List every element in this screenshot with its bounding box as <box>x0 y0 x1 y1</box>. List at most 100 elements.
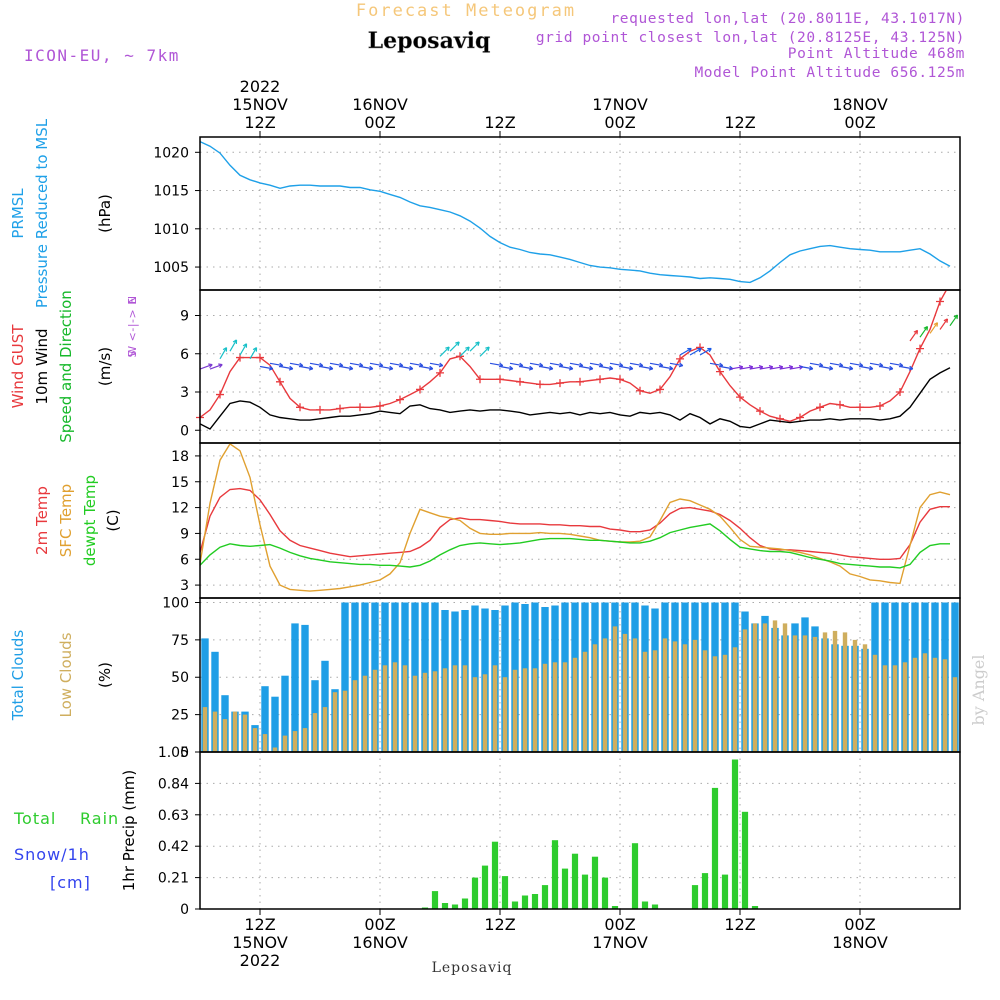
wind-direction-arrow <box>939 318 948 330</box>
wind-arrow-head <box>933 322 939 327</box>
bar-low-clouds <box>712 656 718 752</box>
top-axis-hour: 12Z <box>484 113 515 132</box>
y-tick-label: 50 <box>171 670 189 686</box>
wind-direction-arrow <box>399 365 413 370</box>
y-tick-label: 0.42 <box>158 839 189 855</box>
gust-marker <box>436 368 444 377</box>
gust-marker <box>836 400 844 409</box>
wind-direction-arrow <box>579 365 593 370</box>
wind-arrow-head <box>328 365 334 371</box>
bar-low-clouds <box>792 635 798 752</box>
wind-direction-arrow <box>619 365 633 370</box>
wind-direction-arrow <box>819 365 833 370</box>
y-tick-label: 3 <box>180 578 189 594</box>
wind-direction-arrow <box>389 362 403 367</box>
wind-direction-arrow <box>539 365 553 370</box>
precip-label-snow: Snow/1h <box>14 845 90 864</box>
wind-arrow-head <box>697 347 702 353</box>
wind-direction-arrow <box>849 362 863 367</box>
wind-arrow-head <box>528 365 534 371</box>
wind-arrow-head <box>388 365 394 371</box>
bar-low-clouds <box>292 731 298 752</box>
bar-low-clouds <box>862 644 868 752</box>
y-tick-label: 0 <box>180 745 189 761</box>
bar-low-clouds <box>552 662 558 752</box>
bar-low-clouds <box>772 620 778 752</box>
bar-low-clouds <box>202 707 208 752</box>
bar-low-clouds <box>612 626 618 752</box>
chart-panels: 1005 1010 1015 1020 PRMSL Pressure Reduced to… <box>9 118 961 918</box>
bar-low-clouds <box>392 662 398 752</box>
bar-total-rain <box>451 904 459 909</box>
gust-marker <box>676 354 684 363</box>
wind-direction-arrow <box>739 366 753 370</box>
y-tick-label: 0.63 <box>158 808 189 824</box>
wind-direction-arrow <box>259 365 273 370</box>
wind-arrow-head <box>868 365 874 371</box>
bottom-axis-hour: 00Z <box>844 915 875 934</box>
wind-direction-arrow <box>839 365 853 370</box>
top-axis-date: 18NOV <box>832 95 888 114</box>
location-title: Leposaviq <box>368 28 491 54</box>
wind-direction-arrow <box>929 322 938 334</box>
wind-direction-arrow <box>629 362 643 367</box>
wind-direction-arrow <box>249 347 258 360</box>
wind-arrow-head <box>548 365 554 371</box>
wind-direction-arrow <box>299 365 313 370</box>
bar-low-clouds <box>842 632 848 752</box>
bar-low-clouds <box>402 665 408 752</box>
bar-low-clouds <box>512 669 518 752</box>
wind-direction-arrow <box>469 341 480 352</box>
wind-direction-arrow <box>379 365 393 370</box>
bar-total-rain <box>471 877 479 909</box>
wind-direction-arrow <box>219 347 228 360</box>
bottom-axis-date: 15NOV <box>232 933 288 952</box>
y-tick-label: 6 <box>180 347 189 363</box>
bar-total-rain <box>571 853 579 909</box>
gust-marker <box>376 402 384 411</box>
y-axis-label: Total Clouds <box>9 630 27 722</box>
gust-marker <box>916 344 924 353</box>
y-tick-label: 25 <box>171 708 189 724</box>
wind-arrow-head <box>438 362 444 368</box>
model-label: ICON-EU, ~ 7km <box>24 46 180 65</box>
y-axis-label: Wind GUST <box>9 324 27 409</box>
bottom-axis-hour: 12Z <box>484 915 515 934</box>
wind-direction-arrow <box>489 362 503 367</box>
y-tick-label: 3 <box>180 385 189 401</box>
bar-low-clouds <box>902 662 908 752</box>
wind-direction-arrow <box>809 362 823 367</box>
y-tick-label: 18 <box>171 449 189 465</box>
gust-marker <box>296 403 304 412</box>
wind-arrow-head <box>588 365 594 371</box>
panel-pressure: 1005 1010 1015 1020 PRMSL Pressure Reduced to… <box>9 118 961 308</box>
bar-low-clouds <box>872 654 878 752</box>
gust-marker <box>616 375 624 384</box>
wind-arrow-head <box>953 314 959 320</box>
bar-total-rain <box>481 865 489 909</box>
wind-direction-arrow <box>769 366 783 370</box>
panel-frame <box>199 751 961 910</box>
bar-low-clouds <box>242 714 248 752</box>
bottom-axis-hour: 00Z <box>364 915 395 934</box>
wind-arrow-head <box>648 365 654 371</box>
bar-low-clouds <box>642 651 648 752</box>
bar-total-rain <box>751 906 759 909</box>
gust-marker <box>256 353 264 362</box>
gust-marker <box>736 393 744 402</box>
wind-direction-arrow <box>749 366 763 370</box>
wind-direction-arrow <box>499 365 513 370</box>
wind-arrow-head <box>232 339 238 344</box>
gust-marker <box>336 404 344 413</box>
bar-total-rain <box>691 885 699 909</box>
panel-wind: 0 3 6 9 Wind GUST 10m Wind Speed and Direction… <box>9 289 961 444</box>
bar-total-rain <box>651 904 659 909</box>
bar-low-clouds <box>472 677 478 752</box>
wind-arrow-head <box>687 347 692 353</box>
bar-low-clouds <box>492 665 498 752</box>
gust-marker <box>216 390 224 399</box>
wind-arrow-head <box>508 365 514 371</box>
y-axis-label: PRMSL <box>9 188 27 239</box>
compass-north: N <box>126 296 139 304</box>
bottom-axis-date: 17NOV <box>592 933 648 952</box>
